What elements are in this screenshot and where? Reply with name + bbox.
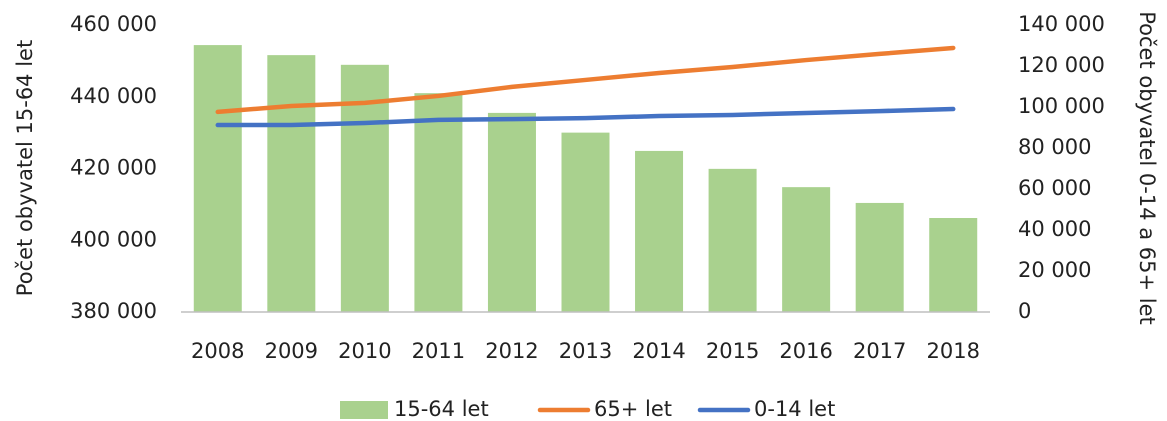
- y2-tick-label: 100 000: [1018, 94, 1105, 118]
- y2-tick-label: 20 000: [1018, 258, 1091, 282]
- y-tick-label: 440 000: [70, 84, 157, 108]
- bar: [635, 150, 684, 312]
- x-tick-label: 2008: [191, 339, 244, 363]
- y2-tick-label: 80 000: [1018, 135, 1091, 159]
- x-tick-label: 2016: [779, 339, 832, 363]
- x-tick-label: 2013: [559, 339, 612, 363]
- x-tick-label: 2018: [927, 339, 980, 363]
- legend-label: 15-64 let: [394, 397, 489, 421]
- x-tick-label: 2011: [412, 339, 465, 363]
- y-axis-title: Počet obyvatel 15-64 let: [13, 40, 37, 296]
- bar: [487, 112, 536, 312]
- x-tick-label: 2010: [338, 339, 391, 363]
- y2-tick-label: 60 000: [1018, 176, 1091, 200]
- bar: [782, 187, 831, 312]
- bar: [414, 93, 463, 312]
- y2-axis-title: Počet obyvatel 0-14 a 65+ let: [1135, 11, 1159, 325]
- bar: [193, 45, 242, 313]
- y-tick-label: 400 000: [70, 227, 157, 251]
- x-tick-label: 2014: [632, 339, 685, 363]
- bar: [855, 202, 904, 312]
- bar: [267, 55, 316, 312]
- y2-tick-label: 120 000: [1018, 53, 1105, 77]
- x-tick-label: 2009: [265, 339, 318, 363]
- x-tick-label: 2017: [853, 339, 906, 363]
- line: [215, 106, 956, 128]
- y-tick-label: 380 000: [70, 299, 157, 323]
- line: [215, 45, 956, 115]
- legend-swatch: [340, 401, 388, 419]
- x-tick-label: 2012: [485, 339, 538, 363]
- bar: [340, 64, 389, 312]
- bar: [708, 168, 757, 312]
- legend-label: 0-14 let: [754, 397, 835, 421]
- y-tick-label: 460 000: [70, 12, 157, 36]
- bar: [561, 132, 610, 312]
- x-tick-label: 2015: [706, 339, 759, 363]
- bar: [929, 218, 978, 312]
- y2-tick-label: 0: [1018, 299, 1031, 323]
- legend-label: 65+ let: [594, 397, 672, 421]
- y-tick-label: 420 000: [70, 156, 157, 180]
- y2-tick-label: 40 000: [1018, 217, 1091, 241]
- y2-tick-label: 140 000: [1018, 12, 1105, 36]
